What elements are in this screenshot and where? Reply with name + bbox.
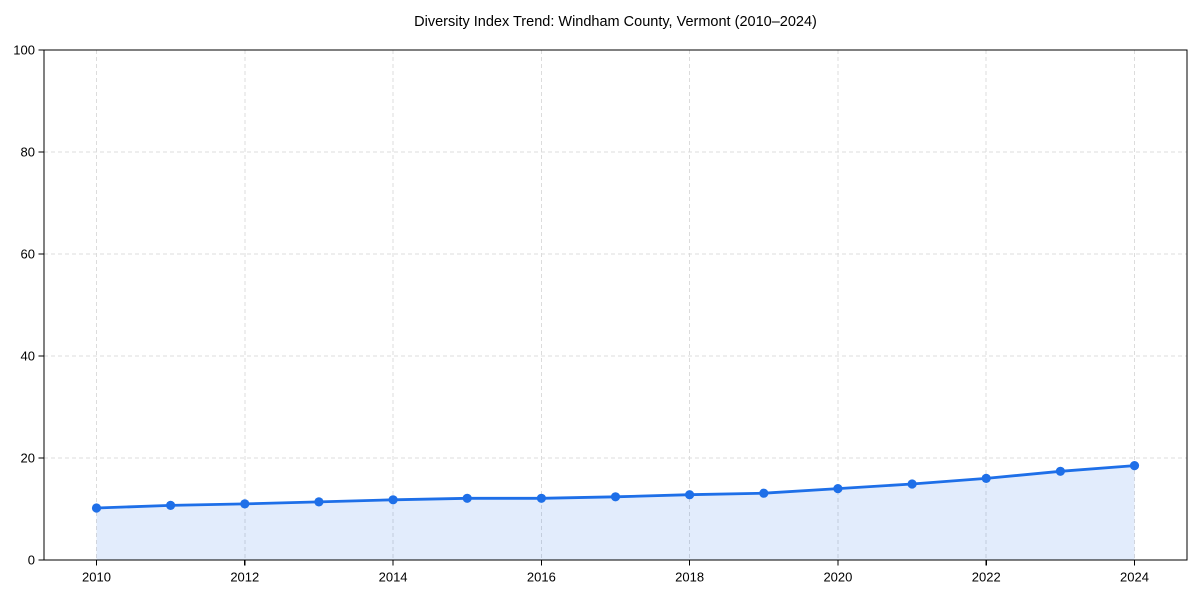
data-point-2017 [610, 492, 621, 502]
data-point-2023 [1055, 466, 1065, 476]
y-tick-label: 80 [21, 145, 35, 160]
y-tick-label: 0 [28, 553, 35, 568]
y-tick-label: 100 [13, 43, 35, 58]
data-point-2010 [91, 503, 102, 513]
data-point-2015 [462, 493, 472, 503]
data-point-2012 [240, 499, 250, 509]
x-tick-label: 2016 [527, 570, 556, 585]
y-tick-label: 20 [21, 451, 35, 466]
plot-border [43, 49, 1188, 561]
data-point-2018 [685, 490, 695, 500]
data-point-2016 [536, 493, 547, 503]
data-point-2011 [166, 500, 176, 510]
data-point-2022 [981, 473, 991, 483]
y-tick-label: 60 [21, 247, 35, 262]
data-point-2019 [759, 488, 769, 498]
x-tick-label: 2010 [82, 570, 111, 585]
x-tick-label: 2012 [230, 570, 259, 585]
y-tick-label: 40 [21, 349, 35, 364]
data-point-2024 [1129, 461, 1140, 471]
data-point-2021 [907, 479, 917, 489]
chart-title: Diversity Index Trend: Windham County, V… [414, 14, 817, 30]
data-point-2013 [314, 497, 324, 507]
x-tick-label: 2024 [1120, 570, 1149, 585]
data-point-2020 [833, 484, 843, 494]
data-point-2014 [388, 495, 398, 505]
area-fill [96, 465, 1135, 560]
x-tick-label: 2018 [675, 570, 704, 585]
x-tick-label: 2022 [972, 570, 1001, 585]
x-tick-label: 2014 [379, 570, 408, 585]
x-tick-label: 2020 [823, 570, 852, 585]
